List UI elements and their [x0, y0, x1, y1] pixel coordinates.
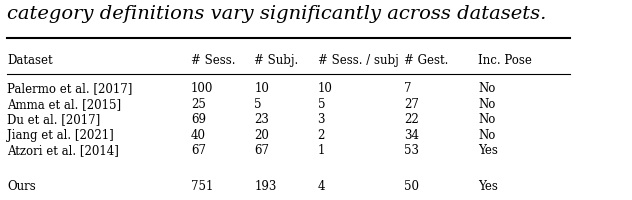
Text: 10: 10 [317, 82, 332, 95]
Text: 4: 4 [317, 180, 325, 193]
Text: 25: 25 [191, 98, 206, 111]
Text: # Sess. / subj: # Sess. / subj [317, 54, 398, 67]
Text: Du et al. [2017]: Du et al. [2017] [7, 113, 100, 126]
Text: 3: 3 [317, 113, 325, 126]
Text: 34: 34 [404, 129, 419, 142]
Text: Amma et al. [2015]: Amma et al. [2015] [7, 98, 121, 111]
Text: 5: 5 [317, 98, 325, 111]
Text: No: No [478, 129, 496, 142]
Text: Inc. Pose: Inc. Pose [478, 54, 532, 67]
Text: No: No [478, 113, 496, 126]
Text: 100: 100 [191, 82, 214, 95]
Text: 67: 67 [254, 144, 269, 157]
Text: 751: 751 [191, 180, 214, 193]
Text: No: No [478, 82, 496, 95]
Text: 2: 2 [317, 129, 325, 142]
Text: 5: 5 [254, 98, 262, 111]
Text: 7: 7 [404, 82, 411, 95]
Text: # Gest.: # Gest. [404, 54, 448, 67]
Text: 67: 67 [191, 144, 206, 157]
Text: 22: 22 [404, 113, 418, 126]
Text: 193: 193 [254, 180, 277, 193]
Text: No: No [478, 98, 496, 111]
Text: Atzori et al. [2014]: Atzori et al. [2014] [7, 144, 119, 157]
Text: # Subj.: # Subj. [254, 54, 298, 67]
Text: 27: 27 [404, 98, 418, 111]
Text: # Sess.: # Sess. [191, 54, 236, 67]
Text: 10: 10 [254, 82, 269, 95]
Text: Yes: Yes [478, 144, 498, 157]
Text: 69: 69 [191, 113, 206, 126]
Text: 53: 53 [404, 144, 419, 157]
Text: category definitions vary significantly across datasets.: category definitions vary significantly … [7, 5, 547, 23]
Text: 23: 23 [254, 113, 269, 126]
Text: 40: 40 [191, 129, 206, 142]
Text: Palermo et al. [2017]: Palermo et al. [2017] [7, 82, 133, 95]
Text: Yes: Yes [478, 180, 498, 193]
Text: 1: 1 [317, 144, 325, 157]
Text: Ours: Ours [7, 180, 36, 193]
Text: Dataset: Dataset [7, 54, 52, 67]
Text: 20: 20 [254, 129, 269, 142]
Text: Jiang et al. [2021]: Jiang et al. [2021] [7, 129, 114, 142]
Text: 50: 50 [404, 180, 419, 193]
